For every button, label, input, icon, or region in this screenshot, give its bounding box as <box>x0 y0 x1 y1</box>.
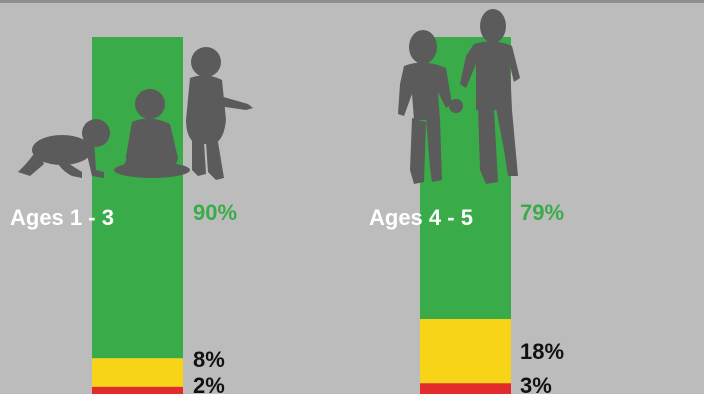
sitting-toddler-body <box>126 118 178 172</box>
walking-child-head <box>409 30 437 64</box>
standing-toddler-icon <box>186 47 253 180</box>
crawling-baby-icon <box>18 119 110 178</box>
value-label-2-3: 3% <box>520 373 552 394</box>
value-label-1-1: 90% <box>193 200 237 225</box>
standing-toddler-right-leg <box>206 142 224 180</box>
walking-child-body <box>398 62 452 120</box>
bar-segment-1-3 <box>92 386 183 394</box>
crawling-baby-arm <box>84 140 104 178</box>
crawling-baby-head <box>82 119 110 147</box>
standing-toddler-head <box>191 47 221 77</box>
category-label-1: Ages 1 - 3 <box>10 205 114 230</box>
standing-toddler-body <box>186 75 226 144</box>
walking-child-hand <box>449 99 463 113</box>
sitting-toddler-arm <box>122 150 140 172</box>
crawling-baby-leg <box>18 148 44 176</box>
bar-segment-2-2 <box>420 319 511 384</box>
bar-segment-1-2 <box>92 358 183 387</box>
standing-child-right-leg <box>496 108 518 176</box>
sitting-toddler-legs <box>114 162 190 178</box>
crawling-baby-body <box>32 135 92 165</box>
value-label-1-3: 2% <box>193 373 225 394</box>
value-label-2-2: 18% <box>520 339 564 364</box>
value-label-2-1: 79% <box>520 200 564 225</box>
bar-segment-2-3 <box>420 383 511 394</box>
value-label-1-2: 8% <box>193 347 225 372</box>
category-label-2: Ages 4 - 5 <box>369 205 473 230</box>
standing-toddler-left-leg <box>192 140 206 176</box>
walking-child-icon <box>398 30 463 184</box>
standing-child-head <box>480 9 506 43</box>
standing-toddler-arm <box>218 96 253 110</box>
top-divider <box>0 0 704 3</box>
walking-child-left-leg <box>410 118 426 184</box>
sitting-toddler-icon <box>114 89 190 178</box>
sitting-toddler-head <box>135 89 165 119</box>
bar-segment-1-1 <box>92 37 183 359</box>
standing-child-body <box>460 41 520 110</box>
crawling-baby-knee <box>55 158 82 178</box>
standing-child-left-leg <box>478 108 498 184</box>
walking-child-right-leg <box>426 118 442 182</box>
standing-child-icon <box>460 9 520 184</box>
